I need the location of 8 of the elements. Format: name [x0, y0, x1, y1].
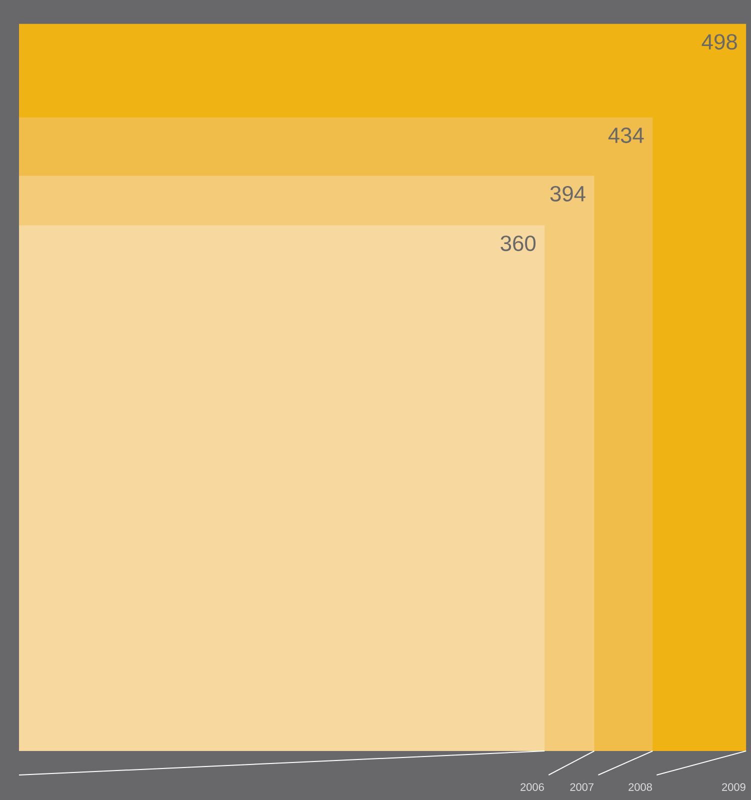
data-label: 360 [500, 236, 536, 252]
category-label: 2009 [722, 783, 746, 791]
data-label: 394 [550, 186, 586, 202]
data-label: 498 [702, 34, 737, 50]
category-label: 2007 [570, 783, 594, 791]
category-label: 2008 [628, 783, 652, 791]
category-label: 2006 [520, 783, 544, 791]
data-label: 434 [608, 128, 644, 144]
